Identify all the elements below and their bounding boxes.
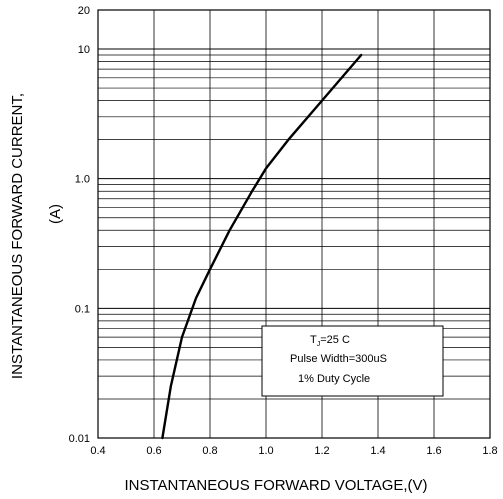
- y-tick-label: 0.1: [75, 303, 90, 315]
- annotation-duty-cycle: 1% Duty Cycle: [298, 373, 370, 385]
- y-tick-label: 10: [78, 44, 90, 56]
- x-tick-label: 1.0: [258, 445, 273, 457]
- annotation-pulse-width: Pulse Width=300uS: [290, 353, 387, 365]
- y-tick-label: 1.0: [75, 174, 90, 186]
- y-axis-title: INSTANTANEOUS FORWARD CURRENT,: [9, 93, 26, 379]
- tick-labels: 0.4 0.6 0.8 1.0 1.2 1.4 1.6 1.8 0.01 0.1 1.0 10 20: [69, 5, 498, 457]
- x-tick-label: 0.8: [202, 445, 217, 457]
- x-tick-label: 1.8: [482, 445, 497, 457]
- y-tick-label: 20: [78, 5, 90, 17]
- y-tick-label: 0.01: [69, 433, 90, 445]
- series-layer: [161, 53, 363, 440]
- x-tick-label: 0.6: [146, 445, 161, 457]
- x-axis-title: INSTANTANEOUS FORWARD VOLTAGE,(V): [124, 477, 427, 494]
- x-tick-label: 1.4: [370, 445, 385, 457]
- plot-frame: [97, 9, 491, 439]
- y-axis-unit: (A): [47, 204, 64, 224]
- series-line: [161, 53, 363, 440]
- annotation-box: TJ=25 C Pulse Width=300uS 1% Duty Cycle: [261, 325, 444, 397]
- x-tick-label: 0.4: [90, 445, 105, 457]
- x-tick-label: 1.6: [426, 445, 441, 457]
- x-tick-label: 1.2: [314, 445, 329, 457]
- annotation-temperature: TJ=25 C: [310, 334, 350, 348]
